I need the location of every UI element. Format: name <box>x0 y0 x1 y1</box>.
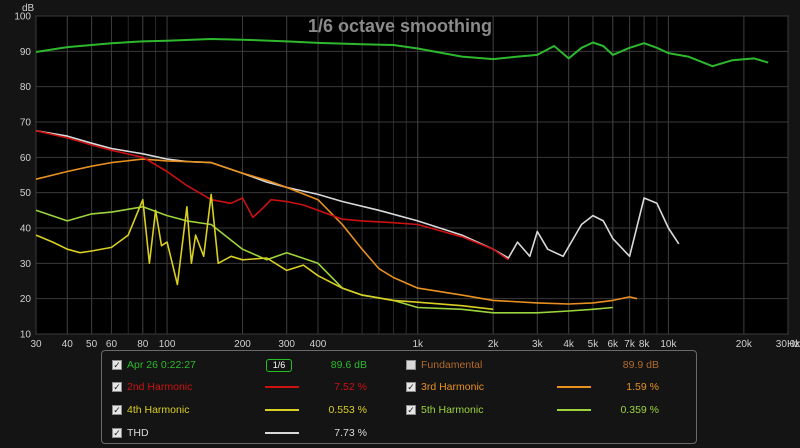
h5-swatch <box>557 409 591 411</box>
fundamental-value: 89.9 dB <box>622 359 659 371</box>
thd-checkbox[interactable]: ✓ <box>112 428 122 438</box>
h4-swatch <box>265 409 299 411</box>
y-tick-label: 30 <box>20 259 32 270</box>
y-tick-label: 40 <box>20 224 32 235</box>
legend-row-harmonics-4-5: ✓ 4th Harmonic 0.553 % ✓ 5th Harmonic 0.… <box>102 402 696 418</box>
h2-value: 7.52 % <box>334 381 367 393</box>
y-tick-label: 100 <box>14 12 31 23</box>
x-tick-label: 40 <box>62 339 74 350</box>
x-tick-label: 100 <box>159 339 176 350</box>
smoothing-button[interactable]: 1/6 <box>266 359 292 372</box>
h4-label: 4th Harmonic <box>127 404 190 416</box>
x-tick-label: 7k <box>624 339 636 350</box>
chart-title: 1/6 octave smoothing <box>308 16 492 36</box>
x-tick-label: 50 <box>86 339 98 350</box>
series-line-5th-harmonic <box>35 206 613 314</box>
h3-swatch <box>557 386 591 388</box>
x-tick-label: 30.0k <box>776 339 800 350</box>
h3-checkbox[interactable]: ✓ <box>406 382 416 392</box>
x-tick-label: 80 <box>137 339 149 350</box>
legend-row-measurement: ✓ Apr 26 0:22:27 1/6 89.6 dB Fundamental… <box>102 357 696 373</box>
h4-checkbox[interactable]: ✓ <box>112 405 122 415</box>
y-tick-labels: 10 20 30 40 50 60 70 80 90 100 <box>14 12 31 341</box>
h2-checkbox[interactable]: ✓ <box>112 382 122 392</box>
y-tick-label: 10 <box>20 330 32 341</box>
measurement-label: Apr 26 0:22:27 <box>127 359 196 371</box>
x-tick-label: 400 <box>310 339 327 350</box>
x-tick-label: 5k <box>588 339 600 350</box>
y-tick-label: 20 <box>20 294 32 305</box>
x-tick-label: 6k <box>608 339 620 350</box>
x-tick-label: 30 <box>30 339 42 350</box>
h4-value: 0.553 % <box>328 404 367 416</box>
fundamental-checkbox[interactable] <box>406 360 416 370</box>
h2-swatch <box>265 386 299 388</box>
legend-row-thd: ✓ THD 7.73 % <box>102 425 696 441</box>
x-tick-labels: 30 40 50 60 80 100 200 300 400 1k 2k 3k 4k 5k 6k 7k 8k 10… <box>30 339 800 350</box>
x-tick-label: 4k <box>563 339 575 350</box>
fundamental-label: Fundamental <box>421 359 483 371</box>
x-tick-label: 8k <box>639 339 651 350</box>
y-tick-label: 80 <box>20 82 32 93</box>
x-tick-label: 2k <box>488 339 500 350</box>
thd-swatch <box>265 432 299 434</box>
series-line-3rd-harmonic <box>35 158 638 305</box>
x-tick-label: 300 <box>278 339 295 350</box>
legend-row-harmonics-2-3: ✓ 2nd Harmonic 7.52 % ✓ 3rd Harmonic 1.5… <box>102 379 696 395</box>
y-tick-label: 90 <box>20 47 32 58</box>
x-tick-label: 60 <box>106 339 118 350</box>
legend-panel: ✓ Apr 26 0:22:27 1/6 89.6 dB Fundamental… <box>101 350 697 444</box>
grid-lines <box>35 15 789 335</box>
x-tick-label: 200 <box>234 339 251 350</box>
h2-label: 2nd Harmonic <box>127 381 193 393</box>
x-tick-label: 1k <box>412 339 424 350</box>
h5-checkbox[interactable]: ✓ <box>406 405 416 415</box>
h3-value: 1.59 % <box>626 381 659 393</box>
y-tick-label: 70 <box>20 118 32 129</box>
series-line-apr-26-0-22-27 <box>35 38 769 68</box>
thd-label: THD <box>127 427 149 439</box>
x-unit-label: Hz <box>787 339 799 350</box>
plot-area <box>35 15 789 335</box>
y-tick-label: 60 <box>20 153 32 164</box>
series-line-4th-harmonic <box>35 193 494 311</box>
x-tick-label: 10k <box>660 339 677 350</box>
h5-label: 5th Harmonic <box>421 404 484 416</box>
thd-value: 7.73 % <box>334 427 367 439</box>
series-line-2nd-harmonic <box>35 130 509 261</box>
h3-label: 3rd Harmonic <box>421 381 485 393</box>
measurement-checkbox[interactable]: ✓ <box>112 360 122 370</box>
y-unit-label: dB <box>22 3 35 14</box>
h5-value: 0.359 % <box>620 404 659 416</box>
x-tick-label: 20k <box>736 339 753 350</box>
data-series <box>35 38 769 314</box>
y-tick-label: 50 <box>20 188 32 199</box>
x-tick-label: 3k <box>532 339 544 350</box>
measurement-value: 89.6 dB <box>330 359 367 371</box>
